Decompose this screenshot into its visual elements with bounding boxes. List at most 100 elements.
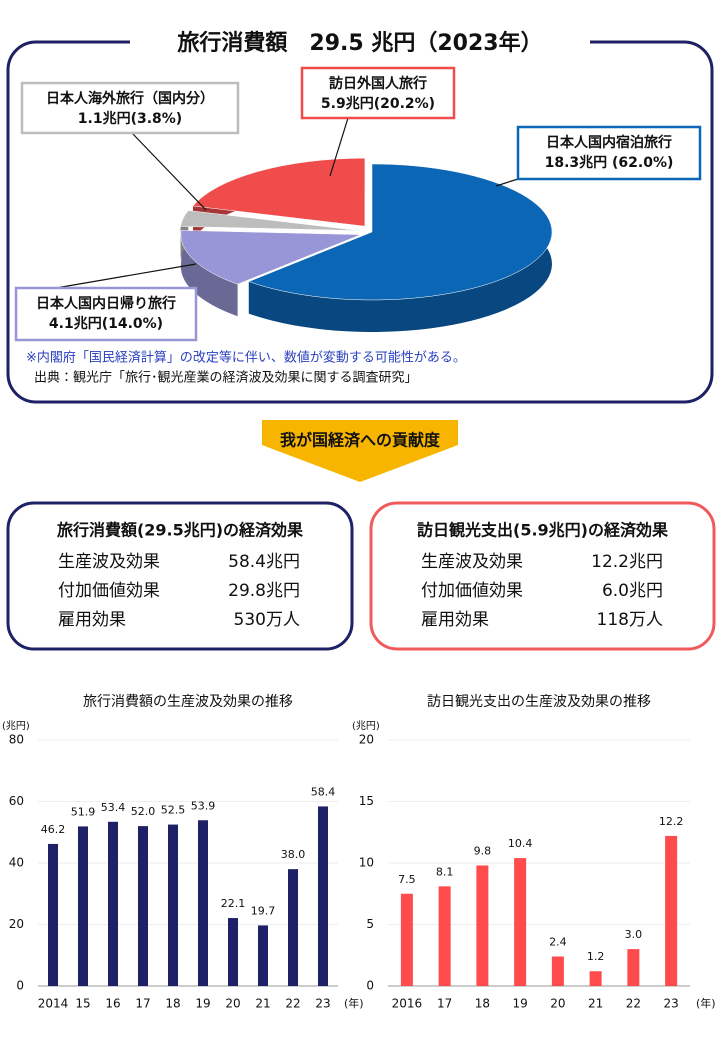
value-label: 1.2: [587, 950, 605, 963]
x-tick-label: 23: [663, 997, 678, 1011]
value-label: 51.9: [71, 805, 96, 818]
value-label: 9.8: [474, 844, 492, 857]
effect-label: 生産波及効果: [58, 552, 160, 572]
pie-title: 旅行消費額 29.5 兆円（2023年）: [177, 30, 542, 56]
slice-label: 日本人国内宿泊旅行: [546, 134, 672, 151]
effect-title: 旅行消費額(29.5兆円)の経済効果: [56, 521, 303, 540]
effect-panel: [6, 501, 354, 651]
y-tick-label: 0: [16, 979, 24, 993]
value-label: 58.4: [311, 785, 336, 798]
chart-title: 旅行消費額の生産波及効果の推移: [83, 694, 293, 710]
leader-line: [329, 117, 349, 177]
effect-value: 6.0兆円: [602, 581, 663, 601]
y-tick-label: 40: [9, 856, 24, 870]
x-tick-label: 17: [135, 997, 150, 1011]
leader-line: [495, 178, 519, 187]
value-label: 2.4: [549, 935, 567, 948]
value-label: 52.0: [131, 805, 156, 818]
value-label: 53.9: [191, 799, 216, 812]
x-tick-label: 20: [225, 997, 240, 1011]
x-tick-label: 22: [285, 997, 300, 1011]
value-label: 10.4: [508, 837, 533, 850]
y-tick-label: 80: [9, 733, 24, 747]
contribution-label: 我が国経済への貢献度: [280, 431, 441, 450]
slice-label: 訪日外国人旅行: [329, 75, 427, 92]
y-tick-label: 0: [366, 979, 374, 993]
effect-label: 雇用効果: [421, 610, 489, 630]
y-unit: (兆円): [2, 720, 30, 732]
slice-label: 日本人海外旅行（国内分）: [46, 90, 214, 107]
y-tick-label: 15: [359, 794, 374, 808]
effect-value: 12.2兆円: [591, 552, 663, 572]
bar: [665, 835, 678, 986]
x-tick-label: 16: [105, 997, 120, 1011]
slice: [248, 163, 553, 301]
y-tick-label: 20: [9, 917, 24, 931]
y-tick-label: 20: [359, 733, 374, 747]
bar: [627, 949, 640, 986]
value-label: 12.2: [659, 815, 684, 828]
effect-value: 118万人: [597, 610, 663, 630]
leader-line: [55, 263, 197, 289]
callout-box: [14, 286, 198, 342]
x-tick-label: 17: [437, 997, 452, 1011]
slice: [180, 210, 361, 231]
effect-label: 付加価値効果: [421, 581, 523, 601]
bar: [138, 826, 148, 986]
x-tick-label: 21: [255, 997, 270, 1011]
bar: [258, 925, 268, 986]
bar: [589, 971, 602, 986]
x-tick-label: 23: [315, 997, 330, 1011]
bar: [228, 918, 238, 986]
y-unit: (兆円): [352, 720, 380, 732]
x-tick-label: 18: [165, 997, 180, 1011]
slice: [180, 230, 361, 285]
value-label: 19.7: [251, 904, 276, 917]
callout-box: [300, 66, 456, 120]
x-tick-label: 22: [626, 997, 641, 1011]
x-tick-label: 2016: [392, 997, 423, 1011]
effect-label: 付加価値効果: [58, 581, 160, 601]
slice-value: 5.9兆円(20.2%): [321, 96, 435, 112]
callout-box: [20, 81, 240, 135]
value-label: 38.0: [281, 848, 306, 861]
slice-label: 日本人国内日帰り旅行: [36, 295, 176, 312]
slice: [192, 157, 366, 227]
bar: [476, 865, 489, 986]
value-label: 22.1: [221, 897, 246, 910]
x-tick-label: 2014: [38, 997, 69, 1011]
x-tick-label: 19: [195, 997, 210, 1011]
bar: [288, 869, 298, 986]
value-label: 46.2: [41, 823, 66, 836]
effect-value: 29.8兆円: [228, 581, 300, 601]
bar: [514, 858, 527, 986]
effect-panel: [369, 501, 716, 651]
value-label: 52.5: [161, 804, 186, 817]
effect-label: 雇用効果: [58, 610, 126, 630]
bar: [108, 821, 118, 986]
slice-value: 18.3兆円 (62.0%): [545, 155, 674, 171]
value-label: 53.4: [101, 801, 126, 814]
leader-line: [131, 132, 207, 211]
callout-box: [516, 125, 702, 181]
effect-value: 530万人: [234, 610, 300, 630]
bar: [48, 843, 58, 986]
value-label: 7.5: [398, 873, 416, 886]
x-tick-label: 19: [512, 997, 527, 1011]
bar: [78, 826, 88, 986]
x-tick-label: 18: [475, 997, 490, 1011]
x-tick-label: 20: [550, 997, 565, 1011]
value-label: 8.1: [436, 865, 454, 878]
y-tick-label: 60: [9, 794, 24, 808]
title-backdrop: [130, 28, 590, 58]
y-tick-label: 5: [366, 917, 374, 931]
x-tick-label: 21: [588, 997, 603, 1011]
value-label: 3.0: [625, 928, 643, 941]
bar: [198, 820, 208, 986]
x-unit: (年): [696, 996, 716, 1010]
effect-value: 58.4兆円: [228, 552, 300, 572]
bar: [400, 893, 413, 986]
bar: [438, 886, 451, 986]
down-arrow: [262, 420, 458, 482]
